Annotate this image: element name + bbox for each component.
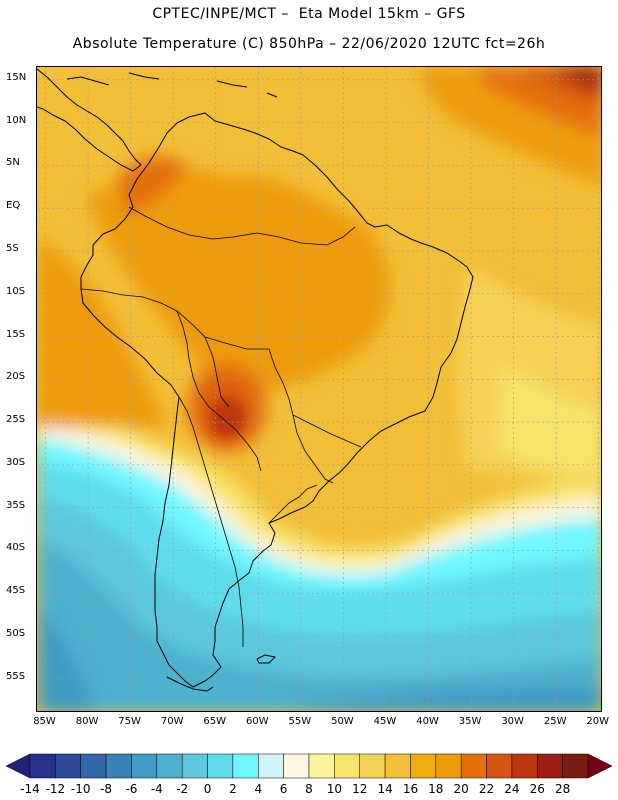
colorbar-tick-label: -6 — [125, 782, 138, 796]
temperature-fill — [37, 67, 601, 711]
colorbar-tick-label: 6 — [279, 782, 288, 796]
colorbar-swatch — [181, 753, 208, 779]
longitude-tick-label: 65W — [203, 716, 227, 727]
colorbar-swatch — [156, 753, 183, 779]
longitude-tick-label: 80W — [75, 716, 99, 727]
longitude-tick-label: 70W — [160, 716, 184, 727]
colorbar-swatch — [80, 753, 107, 779]
colorbar-tick-label: 8 — [305, 782, 313, 796]
latitude-tick-label: 10S — [6, 285, 26, 297]
chart-title: CPTEC/INPE/MCT – Eta Model 15km – GFS — [152, 6, 466, 22]
colorbar-swatch — [460, 753, 487, 779]
colorbar-swatch — [29, 753, 56, 779]
latitude-tick-label: 10N — [6, 114, 27, 126]
colorbar-tick-label: 18 — [428, 782, 444, 796]
colorbar-tick-label: -4 — [150, 782, 163, 796]
colorbar-tick-label: 4 — [254, 782, 263, 796]
colorbar-swatch — [410, 753, 437, 779]
colorbar-swatch — [105, 753, 132, 779]
colorbar-swatch — [384, 753, 411, 779]
temperature-map[interactable] — [36, 66, 602, 712]
colorbar-tick-label: 24 — [504, 782, 520, 796]
colorbar-swatch — [258, 753, 284, 779]
latitude-tick-label: 15S — [6, 328, 26, 340]
colorbar-high-arrow — [587, 753, 612, 779]
longitude-tick-label: 60W — [245, 716, 269, 727]
colorbar-swatch — [283, 753, 310, 779]
latitude-tick-label: EQ — [6, 200, 21, 212]
colorbar-tick-label: 10 — [326, 782, 342, 796]
colorbar-tick-label: -12 — [45, 782, 66, 796]
central-america-coastline — [37, 68, 142, 172]
colorbar-swatch — [486, 753, 513, 779]
longitude-tick-label: 20W — [586, 716, 610, 727]
coastlines — [37, 68, 474, 692]
latitude-tick-label: 55S — [6, 670, 26, 682]
latitude-tick-label: 5S — [6, 242, 19, 254]
colorbar-tick-label: 28 — [554, 782, 571, 796]
longitude-tick-label: 50W — [331, 716, 354, 727]
latitude-tick-label: 25S — [6, 414, 26, 426]
colorbar-swatch — [207, 753, 234, 779]
colorbar-tick-label: 14 — [377, 782, 393, 796]
colorbar — [6, 753, 612, 779]
south-america-coastline — [80, 112, 474, 688]
longitude-tick-label: 40W — [416, 716, 439, 727]
colorbar-tick-label: 20 — [453, 782, 469, 796]
latitude-tick-label: 30S — [6, 456, 26, 468]
colorbar-swatch — [55, 753, 81, 779]
colorbar-swatch — [308, 753, 335, 779]
falkland-islands — [256, 654, 276, 664]
colorbar-tick-label: -14 — [20, 782, 40, 796]
colorbar-swatch — [537, 753, 563, 779]
colorbar-tick-label: -10 — [70, 782, 91, 796]
colorbar-tick-label: 0 — [203, 782, 212, 796]
latitude-tick-label: 15N — [6, 71, 27, 83]
longitude-tick-label: 55W — [288, 716, 312, 727]
latitude-tick-label: 40S — [6, 542, 26, 554]
colorbar-tick-label: 26 — [529, 782, 545, 796]
caribbean-islands — [66, 72, 278, 98]
longitude-tick-label: 30W — [501, 716, 524, 727]
chart-subtitle: Absolute Temperature (C) 850hPa – 22/06/… — [72, 36, 546, 52]
latitude-tick-label: 35S — [6, 499, 26, 511]
longitude-tick-label: 35W — [458, 716, 482, 727]
colorbar-swatch — [334, 753, 360, 779]
colorbar-low-arrow — [6, 753, 31, 779]
latitude-tick-label: 45S — [6, 585, 26, 597]
colorbar-tick-label: -8 — [100, 782, 113, 796]
colorbar-tick-label: 12 — [352, 782, 368, 796]
latitude-tick-label: 50S — [6, 627, 26, 639]
country-borders — [80, 206, 362, 647]
longitude-tick-label: 45W — [373, 716, 397, 727]
colorbar-swatch — [562, 753, 589, 779]
colorbar-tick-label: -2 — [176, 782, 189, 796]
colorbar-swatch — [232, 753, 259, 779]
tierra-del-fuego — [166, 676, 214, 692]
colorbar-tick-label: 16 — [402, 782, 419, 796]
map-canvas — [37, 67, 601, 711]
colorbar-swatch — [359, 753, 386, 779]
colorbar-swatch — [131, 753, 158, 779]
colorbar-tick-label: 22 — [478, 782, 495, 796]
latitude-tick-label: 5N — [6, 157, 20, 169]
lat-lon-grid — [37, 67, 601, 711]
colorbar-swatch — [511, 753, 538, 779]
longitude-tick-label: 75W — [118, 716, 141, 727]
colorbar-swatch — [435, 753, 462, 779]
latitude-tick-label: 20S — [6, 371, 26, 383]
longitude-tick-label: 25W — [543, 716, 567, 727]
colorbar-tick-label: 2 — [229, 782, 237, 796]
longitude-tick-label: 85W — [33, 716, 56, 727]
